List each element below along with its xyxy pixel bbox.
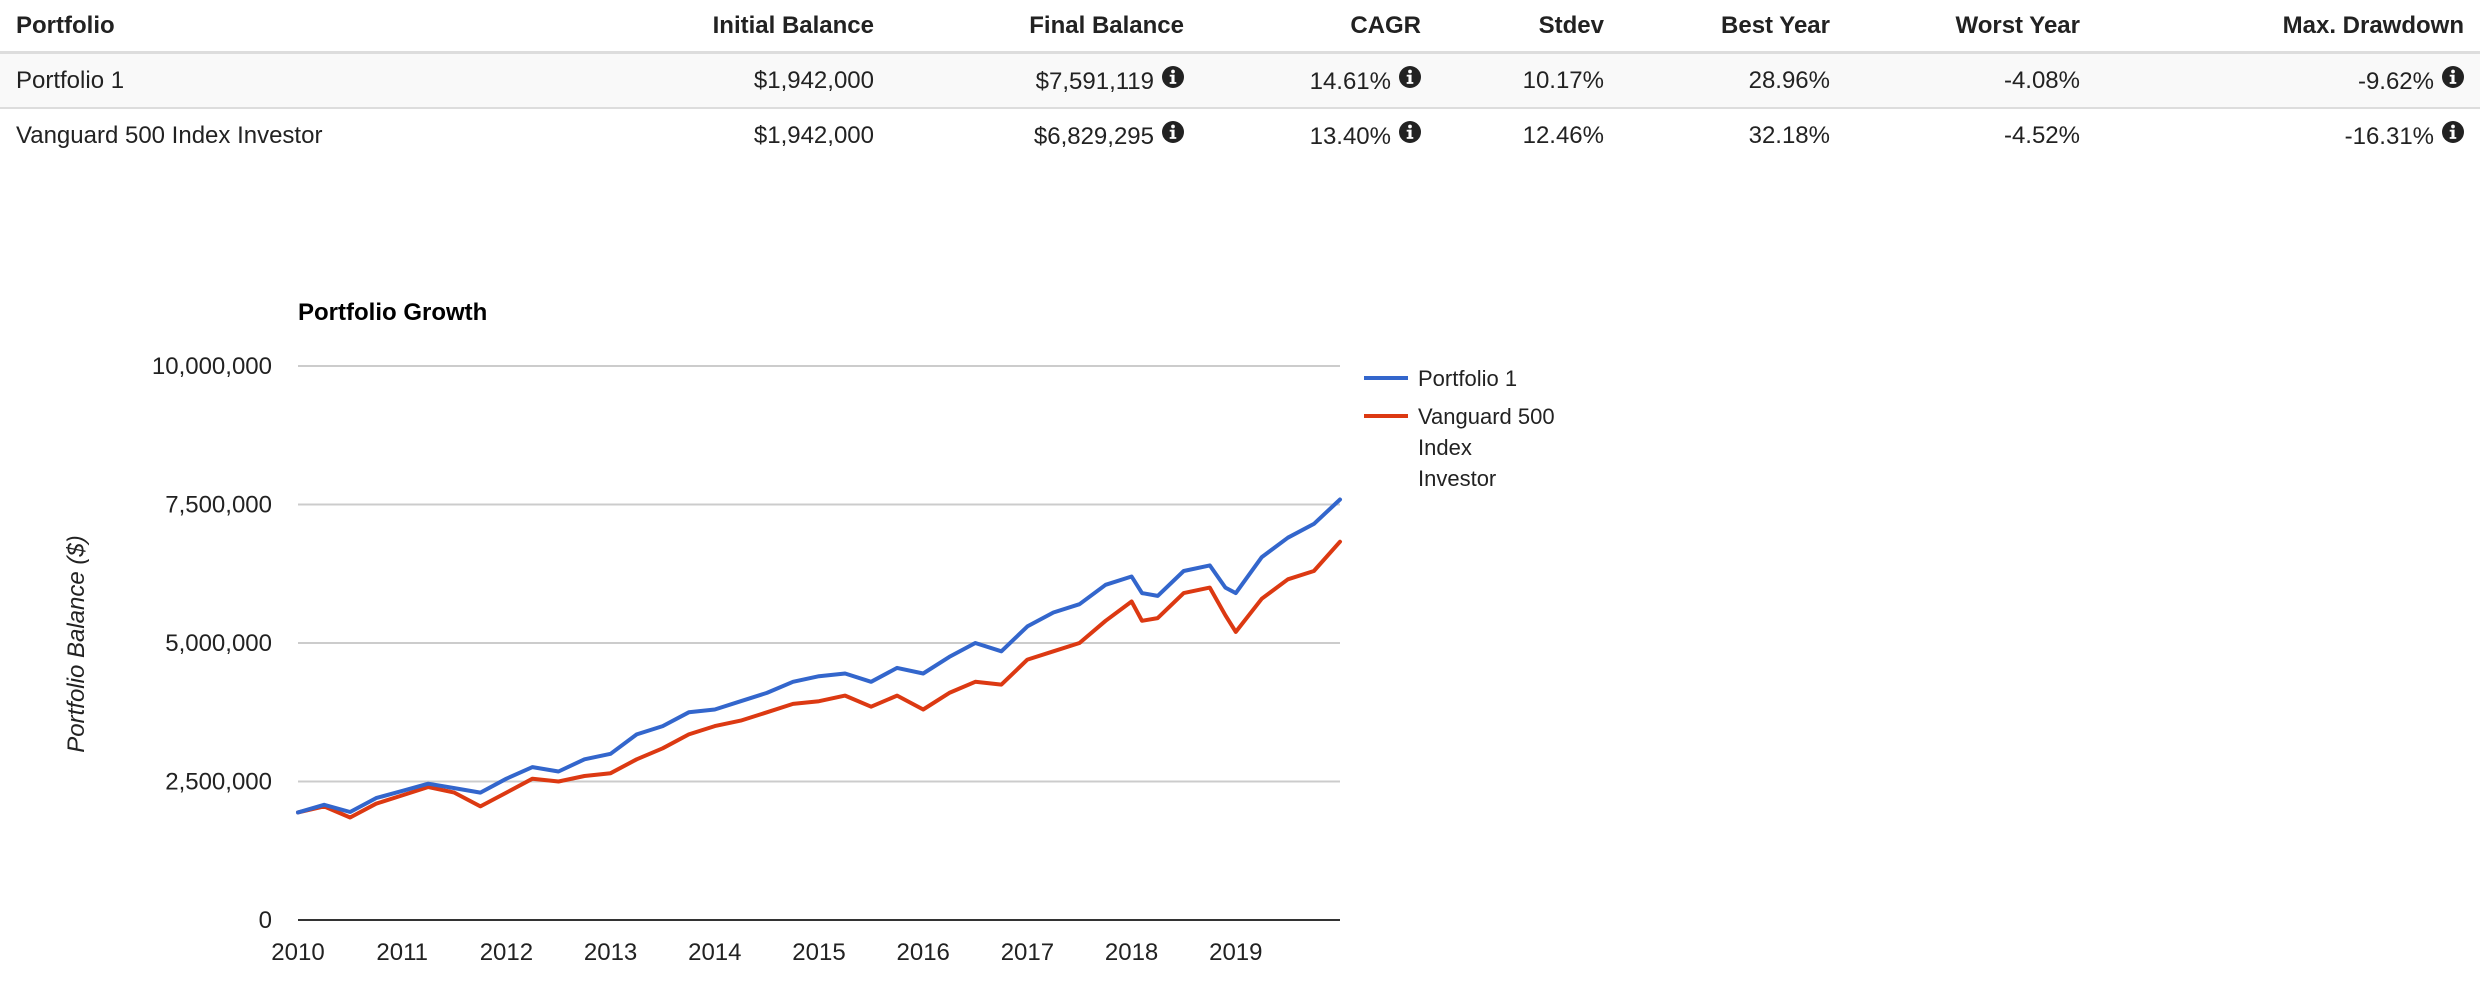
y-axis-ticks: 0 2,500,000 5,000,000 7,500,000 10,000,000 bbox=[152, 353, 272, 934]
y-tick-label: 5,000,000 bbox=[165, 630, 272, 657]
cell-worst-year: -4.08% bbox=[1846, 52, 2096, 109]
y-tick-label: 0 bbox=[259, 907, 272, 934]
cell-cagr: 13.40% bbox=[1200, 108, 1437, 162]
header-portfolio: Portfolio bbox=[0, 0, 470, 54]
summary-table: Portfolio Initial Balance Final Balance … bbox=[0, 0, 2480, 162]
cell-best-year: 32.18% bbox=[1620, 108, 1846, 162]
x-tick-label: 2013 bbox=[584, 939, 637, 966]
x-tick-label: 2014 bbox=[688, 939, 741, 966]
info-icon[interactable] bbox=[1162, 65, 1184, 88]
final-balance-value: $6,829,295 bbox=[1033, 122, 1154, 150]
cell-initial-balance: $1,942,000 bbox=[470, 52, 890, 109]
legend: Portfolio 1 Vanguard 500 Index Investor bbox=[1364, 366, 1555, 491]
series-line-1 bbox=[296, 497, 1342, 815]
header-cagr: CAGR bbox=[1200, 0, 1437, 54]
cell-final-balance: $6,829,295 bbox=[890, 108, 1200, 162]
legend-label: Vanguard 500 Index Investor bbox=[1418, 404, 1555, 491]
series-line-2 bbox=[296, 539, 1342, 820]
cell-stdev: 12.46% bbox=[1437, 108, 1620, 162]
final-balance-value: $7,591,119 bbox=[1035, 67, 1154, 95]
series-lines bbox=[296, 497, 1342, 820]
y-tick-label: 10,000,000 bbox=[152, 353, 272, 380]
y-axis-title: Portfolio Balance ($) bbox=[63, 535, 90, 752]
max-drawdown-value: -16.31% bbox=[2344, 122, 2434, 150]
x-tick-label: 2012 bbox=[480, 939, 533, 966]
header-final-balance: Final Balance bbox=[890, 0, 1200, 54]
cell-portfolio: Portfolio 1 bbox=[0, 52, 470, 109]
cell-worst-year: -4.52% bbox=[1846, 108, 2096, 162]
legend-label-line: Portfolio 1 bbox=[1418, 366, 1517, 391]
y-tick-label: 2,500,000 bbox=[165, 769, 272, 796]
cell-max-drawdown: -16.31% bbox=[2096, 108, 2480, 162]
x-tick-label: 2019 bbox=[1209, 939, 1262, 966]
header-max-drawdown: Max. Drawdown bbox=[2096, 0, 2480, 54]
x-tick-label: 2018 bbox=[1105, 939, 1158, 966]
cagr-value: 14.61% bbox=[1309, 67, 1391, 95]
x-tick-label: 2017 bbox=[1001, 939, 1054, 966]
header-initial-balance: Initial Balance bbox=[470, 0, 890, 54]
x-tick-label: 2011 bbox=[376, 939, 428, 966]
info-icon[interactable] bbox=[1399, 65, 1421, 88]
legend-label: Portfolio 1 bbox=[1418, 366, 1517, 391]
cell-initial-balance: $1,942,000 bbox=[470, 108, 890, 162]
table-header-row: Portfolio Initial Balance Final Balance … bbox=[0, 0, 2480, 54]
cell-stdev: 10.17% bbox=[1437, 52, 1620, 109]
cell-best-year: 28.96% bbox=[1620, 52, 1846, 109]
portfolio-growth-chart: Portfolio Growth Portfolio Balance ($) 0… bbox=[63, 299, 1555, 966]
x-tick-label: 2016 bbox=[897, 939, 950, 966]
grid-lines bbox=[298, 365, 1340, 783]
cell-cagr: 14.61% bbox=[1200, 52, 1437, 109]
info-icon[interactable] bbox=[1399, 120, 1421, 143]
header-best-year: Best Year bbox=[1620, 0, 1846, 54]
table-row: Vanguard 500 Index Investor $1,942,000 $… bbox=[0, 108, 2480, 162]
info-icon[interactable] bbox=[2442, 120, 2464, 143]
legend-label-line: Investor bbox=[1418, 466, 1496, 491]
chart-title: Portfolio Growth bbox=[298, 299, 487, 326]
info-icon[interactable] bbox=[1162, 120, 1184, 143]
legend-label-line: Vanguard 500 bbox=[1418, 404, 1555, 429]
legend-label-line: Index bbox=[1418, 435, 1472, 460]
table-row: Portfolio 1 $1,942,000 $7,591,119 14.61%… bbox=[0, 52, 2480, 109]
cell-max-drawdown: -9.62% bbox=[2096, 52, 2480, 109]
cell-portfolio: Vanguard 500 Index Investor bbox=[0, 108, 470, 162]
x-tick-label: 2015 bbox=[792, 939, 845, 966]
header-worst-year: Worst Year bbox=[1846, 0, 2096, 54]
cell-final-balance: $7,591,119 bbox=[890, 52, 1200, 109]
max-drawdown-value: -9.62% bbox=[2357, 67, 2434, 95]
x-axis-ticks: 2010 2011 2012 2013 2014 2015 2016 2017 2018 2019 bbox=[271, 939, 1262, 966]
y-tick-label: 7,500,000 bbox=[165, 492, 272, 519]
x-tick-label: 2010 bbox=[271, 939, 324, 966]
cagr-value: 13.40% bbox=[1309, 122, 1391, 150]
info-icon[interactable] bbox=[2442, 65, 2464, 88]
header-stdev: Stdev bbox=[1437, 0, 1620, 54]
